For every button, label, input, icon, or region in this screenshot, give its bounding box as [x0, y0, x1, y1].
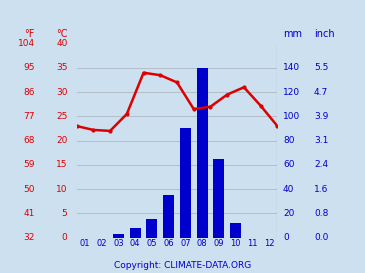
Text: Copyright: CLIMATE-DATA.ORG: Copyright: CLIMATE-DATA.ORG [114, 261, 251, 270]
Text: 77: 77 [23, 112, 35, 121]
Bar [230, 223, 241, 238]
Text: 0.8: 0.8 [314, 209, 328, 218]
Text: 59: 59 [23, 160, 35, 169]
Text: 0: 0 [62, 233, 68, 242]
Text: inch: inch [314, 29, 335, 39]
Text: 5.5: 5.5 [314, 63, 328, 72]
Text: 30: 30 [56, 88, 68, 97]
Text: 40: 40 [283, 185, 294, 194]
Text: 10: 10 [56, 185, 68, 194]
Bar [163, 195, 174, 238]
Text: 60: 60 [283, 160, 295, 169]
Bar [113, 234, 124, 238]
Text: °C: °C [56, 29, 68, 39]
Text: 40: 40 [56, 39, 68, 48]
Bar [197, 68, 208, 238]
Bar [180, 129, 191, 238]
Text: 3.1: 3.1 [314, 136, 328, 145]
Text: 15: 15 [56, 160, 68, 169]
Text: °F: °F [24, 29, 35, 39]
Text: mm: mm [283, 29, 302, 39]
Text: 0: 0 [283, 233, 289, 242]
Text: 140: 140 [283, 63, 300, 72]
Bar [130, 228, 141, 238]
Text: 25: 25 [56, 112, 68, 121]
Text: 0.0: 0.0 [314, 233, 328, 242]
Bar [214, 159, 224, 238]
Text: 32: 32 [23, 233, 35, 242]
Text: 35: 35 [56, 63, 68, 72]
Text: 68: 68 [23, 136, 35, 145]
Text: 2.4: 2.4 [314, 160, 328, 169]
Text: 104: 104 [18, 39, 35, 48]
Text: 3.9: 3.9 [314, 112, 328, 121]
Text: 20: 20 [56, 136, 68, 145]
Text: 80: 80 [283, 136, 295, 145]
Text: 95: 95 [23, 63, 35, 72]
Bar [146, 219, 157, 238]
Text: 4.7: 4.7 [314, 88, 328, 97]
Text: 120: 120 [283, 88, 300, 97]
Text: 41: 41 [23, 209, 35, 218]
Text: 50: 50 [23, 185, 35, 194]
Text: 1.6: 1.6 [314, 185, 328, 194]
Text: 100: 100 [283, 112, 300, 121]
Text: 86: 86 [23, 88, 35, 97]
Text: 20: 20 [283, 209, 294, 218]
Text: 5: 5 [62, 209, 68, 218]
